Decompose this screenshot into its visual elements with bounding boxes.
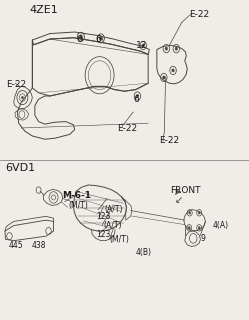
Text: 6: 6 [133, 95, 139, 104]
Text: E-22: E-22 [117, 124, 137, 132]
Text: 6: 6 [76, 35, 82, 44]
Text: (A/T): (A/T) [103, 221, 122, 230]
Text: 445: 445 [9, 241, 23, 250]
Circle shape [99, 36, 102, 40]
Text: 9: 9 [200, 234, 205, 243]
Text: E-22: E-22 [189, 10, 209, 19]
Circle shape [163, 76, 165, 79]
Text: 12: 12 [136, 41, 147, 50]
Text: (M/T): (M/T) [68, 201, 88, 210]
Text: 6: 6 [96, 35, 102, 44]
Text: 4(B): 4(B) [136, 248, 152, 257]
Text: (M/T): (M/T) [110, 235, 129, 244]
Circle shape [142, 44, 144, 47]
Text: E-22: E-22 [159, 136, 180, 145]
Text: 4ZE1: 4ZE1 [30, 5, 59, 15]
Text: (A/T): (A/T) [105, 205, 123, 214]
Text: M-6-1: M-6-1 [62, 191, 91, 200]
Circle shape [79, 35, 82, 39]
Text: 123: 123 [96, 212, 110, 221]
Circle shape [188, 227, 190, 229]
Text: 4(A): 4(A) [213, 221, 229, 230]
Circle shape [165, 47, 168, 50]
Text: FRONT: FRONT [171, 186, 201, 195]
Circle shape [136, 94, 139, 98]
Text: 6VD1: 6VD1 [5, 163, 35, 172]
Circle shape [175, 47, 178, 50]
Text: E-22: E-22 [6, 80, 26, 89]
Circle shape [198, 212, 200, 214]
Text: 438: 438 [31, 241, 46, 250]
Circle shape [21, 96, 23, 99]
Text: 123: 123 [96, 230, 110, 239]
Circle shape [198, 227, 200, 229]
Circle shape [189, 212, 191, 214]
Circle shape [172, 69, 174, 72]
Text: ↙: ↙ [174, 195, 183, 205]
